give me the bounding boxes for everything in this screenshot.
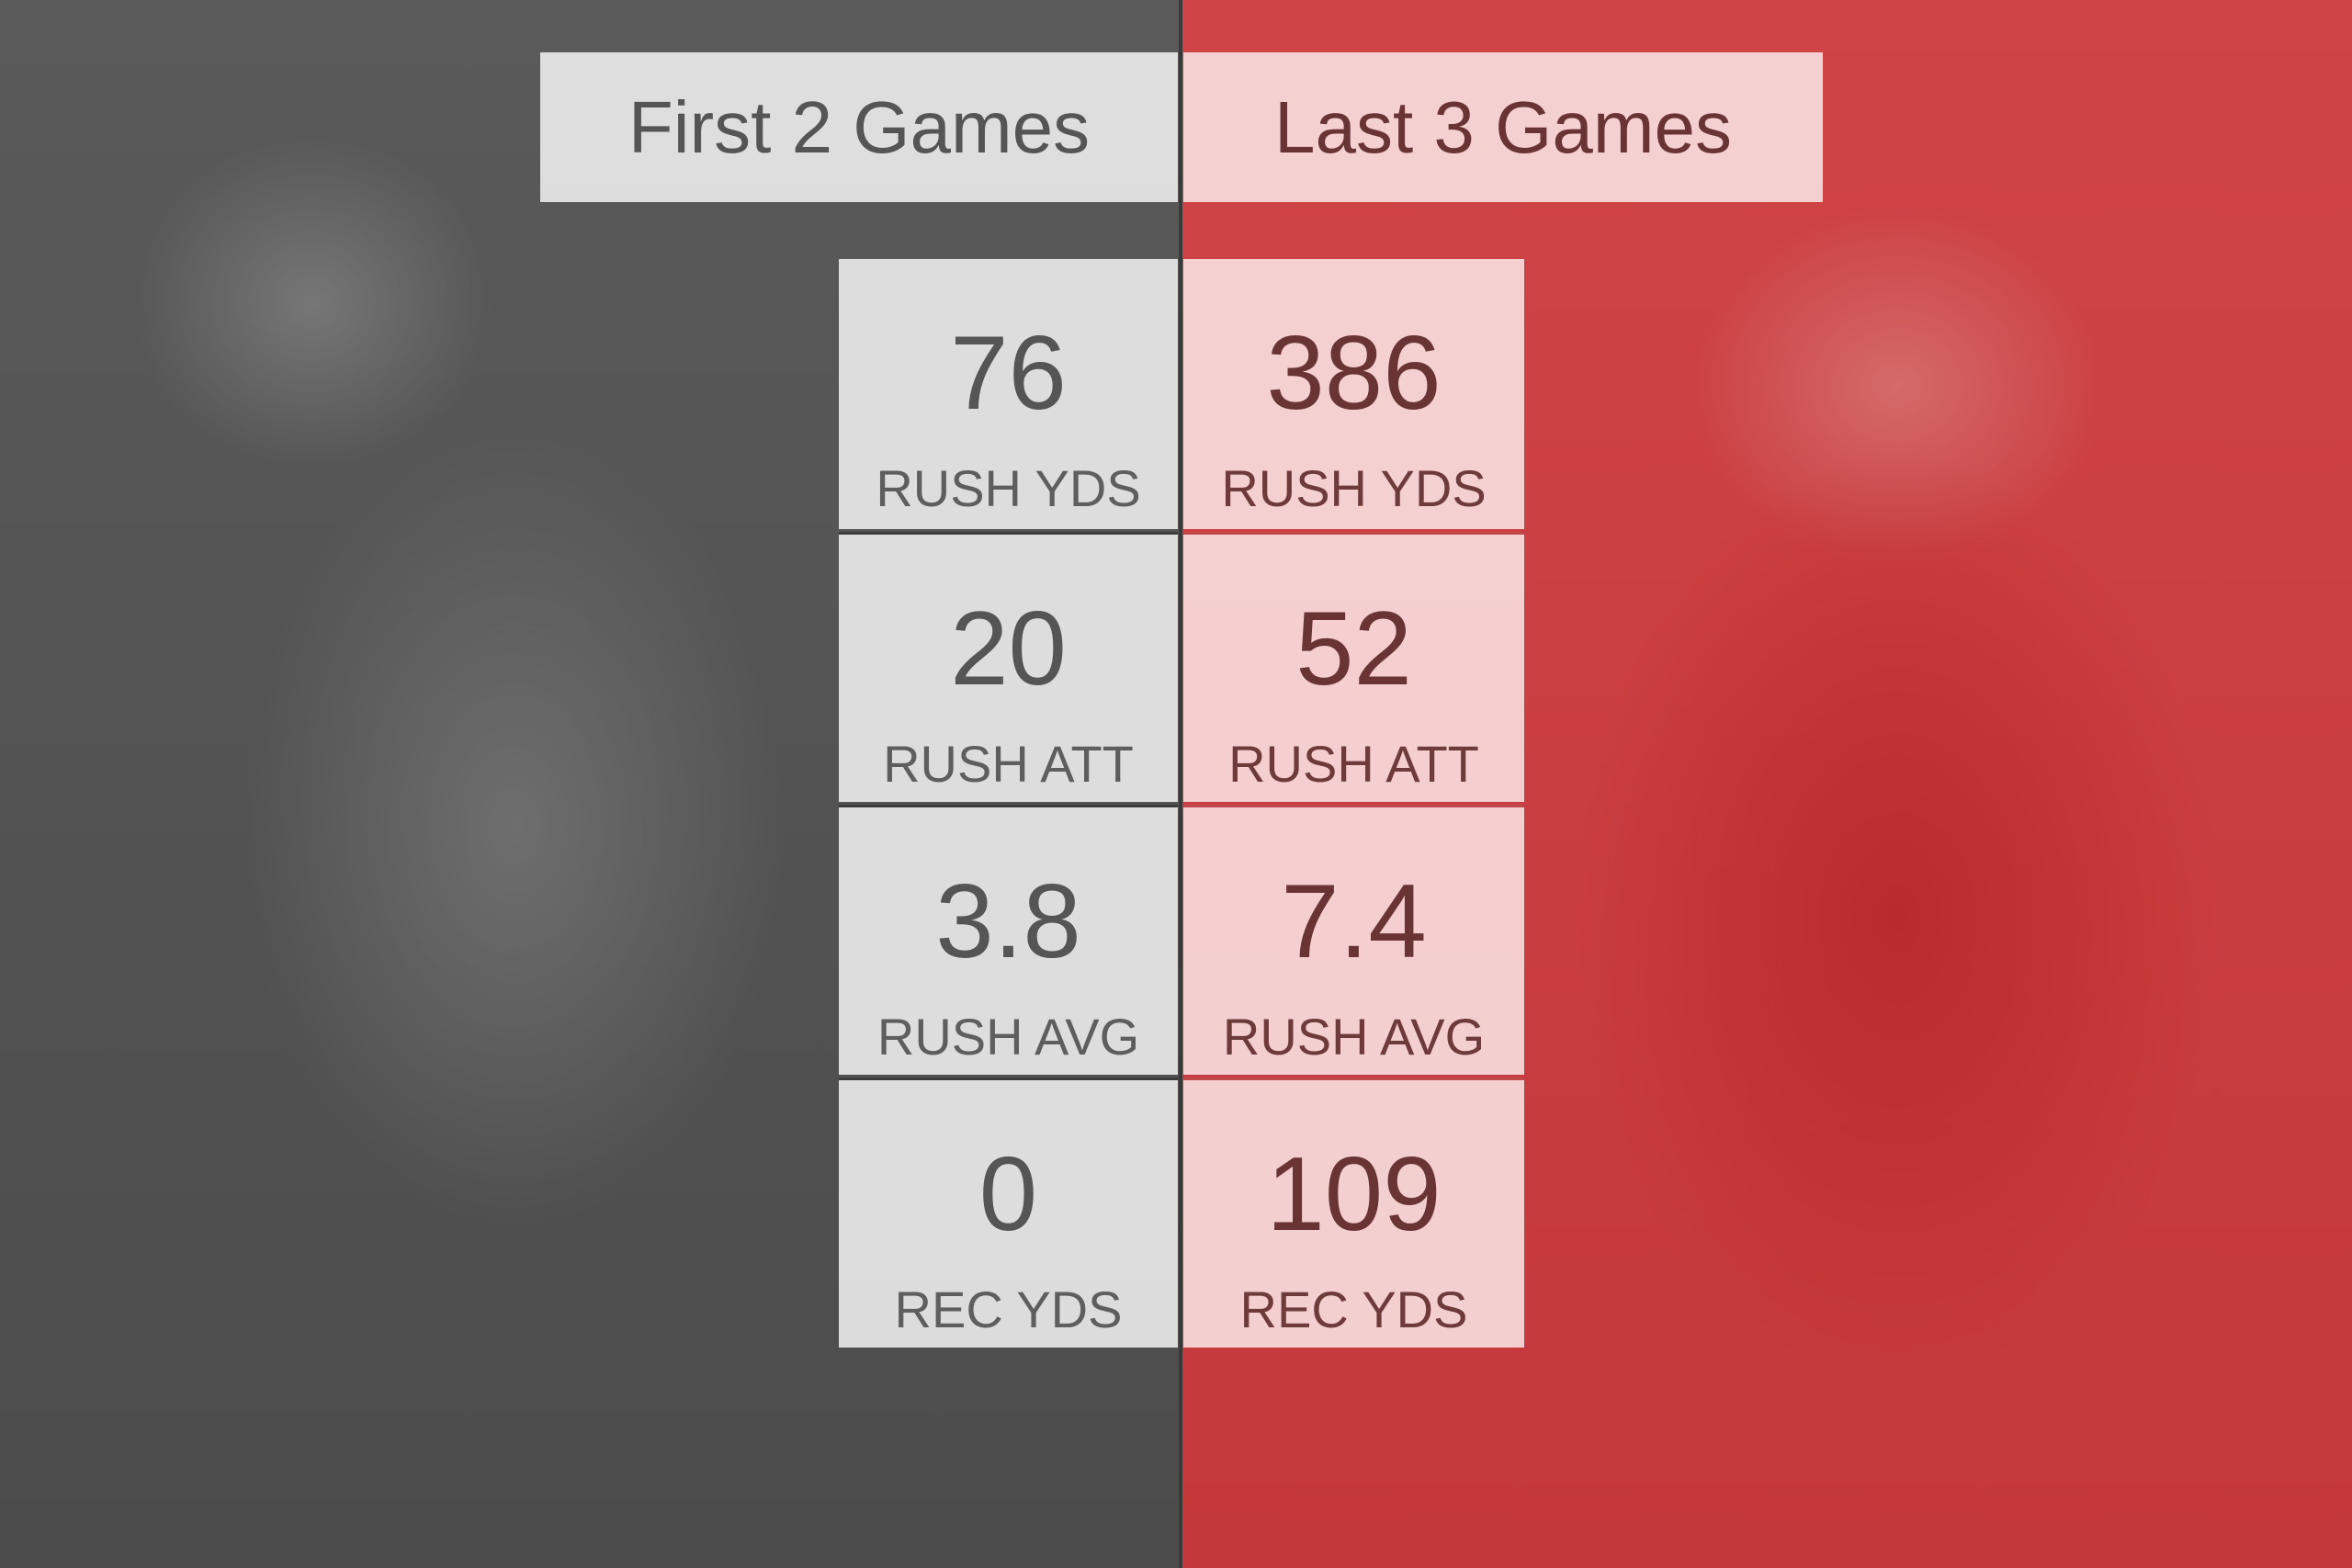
column-header: First 2 Games [540, 52, 1178, 202]
stat-cell: 109 REC YDS [1183, 1077, 1524, 1348]
stat-cell: 76 RUSH YDS [839, 259, 1178, 529]
stat-label: RUSH AVG [1222, 1008, 1486, 1066]
stat-label: RUSH ATT [883, 735, 1134, 793]
stat-value: 3.8 [935, 863, 1081, 980]
stat-label: RUSH YDS [876, 459, 1141, 517]
stat-value: 20 [950, 591, 1067, 707]
stat-value: 52 [1295, 591, 1412, 707]
stat-label: RUSH ATT [1228, 735, 1479, 793]
stat-cell: 20 RUSH ATT [839, 532, 1178, 802]
stat-label: REC YDS [1239, 1280, 1468, 1338]
stat-label: RUSH AVG [876, 1008, 1140, 1066]
stat-cell: 3.8 RUSH AVG [839, 805, 1178, 1075]
stat-label: REC YDS [894, 1280, 1123, 1338]
stat-value: 7.4 [1281, 863, 1427, 980]
stat-value: 109 [1266, 1136, 1442, 1253]
stat-cell: 7.4 RUSH AVG [1183, 805, 1524, 1075]
divider [1179, 0, 1182, 1568]
stat-value: 76 [950, 315, 1067, 432]
stat-label: RUSH YDS [1221, 459, 1487, 517]
column-header: Last 3 Games [1183, 52, 1823, 202]
stat-value: 386 [1266, 315, 1442, 432]
stat-cell: 386 RUSH YDS [1183, 259, 1524, 529]
stat-cell: 0 REC YDS [839, 1077, 1178, 1348]
stat-value: 0 [978, 1136, 1038, 1253]
stat-cell: 52 RUSH ATT [1183, 532, 1524, 802]
